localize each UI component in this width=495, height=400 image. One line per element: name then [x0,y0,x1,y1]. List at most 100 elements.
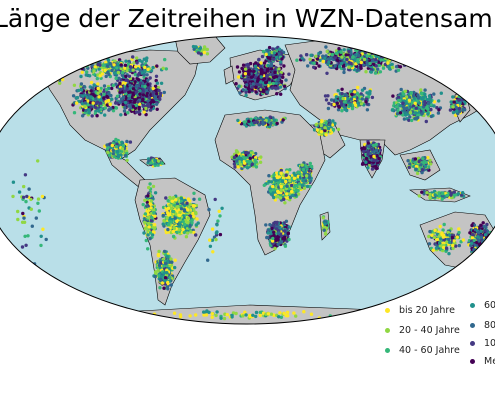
station-dot [416,96,421,100]
station-dot [175,205,179,209]
station-dot [426,112,430,116]
station-dot [190,221,194,225]
station-dot [162,219,166,223]
station-dot [194,210,198,215]
station-dot [135,56,139,60]
station-dot [244,90,248,95]
station-dot [111,109,116,113]
station-dot [432,92,436,96]
station-dot [421,95,425,100]
station-dot [242,78,247,82]
station-dot [359,102,364,106]
station-dot [153,191,158,195]
station-dot [169,283,173,287]
station-dot [142,103,146,108]
station-dot [187,205,191,209]
station-dot [349,97,354,101]
station-dot [248,69,252,73]
station-dot [168,203,172,207]
station-dot [135,84,139,88]
station-dot [51,73,55,78]
station-dot [107,92,111,96]
station-dot [50,70,54,75]
station-dot [342,48,346,52]
station-dot [340,55,344,59]
station-dot [74,96,79,100]
station-dot [421,60,425,65]
station-dot [362,57,367,62]
station-dot [457,98,461,102]
station-dot [95,100,100,104]
station-dot [110,68,114,73]
station-dot [144,238,148,243]
station-dot [58,72,62,76]
station-dot [51,77,55,82]
station-dot [159,274,164,278]
station-dot [165,216,169,220]
station-dot [196,221,200,225]
station-dot [175,219,179,223]
station-dot [265,90,269,94]
station-dot [264,80,268,85]
station-dot [152,226,156,231]
station-dot [324,98,329,102]
station-dot [277,67,281,71]
station-dot [79,88,84,92]
station-dot [110,86,114,91]
station-dot [237,70,242,74]
station-dot [111,152,116,156]
station-dot [243,72,248,76]
station-dot [106,70,110,75]
station-dot [254,85,258,90]
station-dot [376,49,381,53]
station-dot [154,102,159,107]
station-dot [378,70,383,74]
station-dot [52,76,56,81]
station-dot [327,101,331,106]
station-dot [146,99,150,103]
station-dot [43,69,47,73]
station-dot [151,90,155,95]
station-dot [161,66,165,71]
station-dot [115,94,120,99]
station-dot [157,263,162,268]
station-dot [396,98,401,103]
station-dot [272,51,277,55]
station-dot [52,78,56,82]
station-dot [264,52,268,57]
station-dot [348,103,352,107]
station-dot [114,106,119,110]
station-dot [350,92,354,97]
station-dot [343,92,348,97]
station-dot [93,65,97,69]
station-dot [405,55,409,59]
station-dot [44,74,48,79]
station-dot [391,94,395,98]
station-dot [85,70,89,74]
station-dot [149,218,154,223]
station-dot [451,110,456,115]
station-dot [50,70,54,74]
station-dot [197,197,202,201]
station-dot [52,75,56,79]
station-dot [118,100,122,104]
station-dot [276,78,280,82]
station-dot [356,60,360,64]
station-dot [127,96,131,101]
station-dot [98,63,102,67]
station-dot [192,214,196,219]
station-dot [448,108,453,112]
station-dot [102,96,106,100]
station-dot [95,114,99,118]
station-dot [92,83,96,87]
station-dot [125,78,130,83]
station-dot [186,208,190,212]
station-dot [44,71,48,75]
station-dot [186,216,190,220]
station-dot [342,70,346,75]
station-dot [360,97,364,101]
station-dot [243,67,248,71]
station-dot [274,74,278,79]
station-dot [97,67,101,71]
